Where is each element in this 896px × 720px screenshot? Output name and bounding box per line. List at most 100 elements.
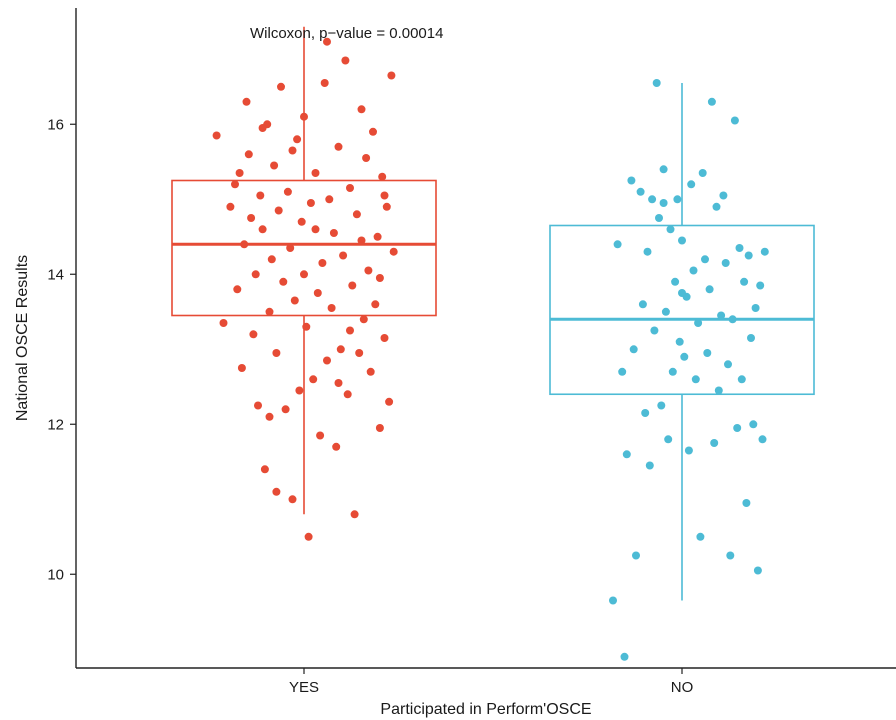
- data-point: [362, 154, 371, 162]
- data-point: [684, 446, 693, 455]
- data-point: [728, 315, 737, 324]
- data-point: [346, 326, 354, 335]
- data-point: [235, 169, 244, 177]
- data-point: [286, 244, 295, 252]
- stat-annotation: Wilcoxon, p−value = 0.00014: [250, 25, 443, 42]
- data-point: [233, 285, 242, 294]
- data-point: [359, 315, 368, 324]
- data-point: [244, 150, 253, 159]
- data-point: [668, 367, 677, 376]
- data-point: [339, 251, 348, 260]
- data-point: [375, 424, 384, 432]
- data-point: [645, 461, 654, 470]
- data-point: [313, 289, 322, 297]
- y-tick-label: 12: [47, 416, 64, 433]
- data-point: [332, 442, 341, 451]
- data-point: [721, 259, 730, 267]
- data-point: [620, 652, 629, 661]
- data-point: [260, 465, 269, 474]
- data-point: [355, 349, 364, 357]
- data-point: [705, 285, 714, 294]
- data-point: [240, 240, 249, 249]
- data-point: [659, 199, 668, 207]
- data-point: [346, 184, 354, 192]
- data-point: [258, 225, 267, 234]
- data-point: [300, 112, 308, 121]
- data-point: [293, 135, 302, 144]
- data-point: [758, 435, 767, 444]
- data-point: [627, 176, 636, 185]
- data-point: [251, 270, 260, 279]
- y-ticks: 10 12 14 16: [47, 116, 76, 583]
- points-layer: [212, 37, 769, 661]
- data-point: [661, 307, 670, 316]
- data-point: [747, 334, 755, 342]
- data-point: [719, 191, 728, 200]
- data-point: [348, 281, 357, 290]
- data-point: [652, 79, 661, 87]
- data-point: [613, 240, 622, 249]
- data-point: [629, 345, 638, 354]
- data-point: [380, 191, 389, 200]
- data-point: [242, 97, 251, 106]
- data-point: [618, 367, 627, 376]
- data-point: [231, 180, 239, 189]
- data-point: [350, 510, 359, 519]
- data-point: [306, 199, 315, 207]
- data-point: [219, 319, 228, 327]
- data-point: [329, 229, 338, 237]
- data-point: [300, 270, 308, 279]
- data-point: [730, 116, 739, 125]
- data-point: [673, 195, 682, 204]
- data-point: [352, 210, 361, 219]
- data-point: [341, 56, 350, 65]
- data-point: [671, 277, 680, 286]
- data-point: [364, 266, 373, 275]
- data-point: [724, 360, 732, 369]
- data-point: [742, 499, 751, 507]
- data-point: [751, 304, 760, 312]
- data-point: [664, 435, 673, 444]
- data-point: [382, 202, 391, 211]
- data-point: [756, 281, 765, 290]
- points-yes: [212, 37, 398, 541]
- data-point: [609, 596, 617, 605]
- data-point: [387, 71, 396, 80]
- data-point: [632, 551, 640, 560]
- data-point: [701, 255, 709, 264]
- data-point: [385, 397, 394, 406]
- data-point: [666, 225, 675, 234]
- data-point: [733, 424, 742, 432]
- y-tick-label: 10: [47, 566, 64, 583]
- data-point: [696, 532, 705, 541]
- data-point: [737, 375, 746, 384]
- data-point: [389, 247, 398, 256]
- data-point: [323, 37, 331, 46]
- data-point: [753, 566, 762, 575]
- data-point: [735, 244, 744, 252]
- data-point: [710, 439, 719, 447]
- box-no: [549, 83, 815, 601]
- data-point: [380, 334, 389, 342]
- data-point: [325, 195, 334, 204]
- iqr-box: [171, 179, 437, 317]
- data-point: [749, 420, 758, 429]
- data-point: [212, 131, 221, 140]
- data-point: [302, 322, 311, 331]
- iqr-box: [549, 224, 815, 396]
- data-point: [371, 300, 380, 309]
- data-point: [277, 82, 285, 91]
- data-point: [641, 409, 650, 417]
- data-point: [678, 289, 686, 297]
- data-point: [297, 217, 306, 226]
- data-point: [760, 247, 769, 256]
- data-point: [290, 296, 299, 305]
- data-point: [740, 277, 749, 286]
- data-point: [643, 247, 652, 256]
- data-point: [343, 390, 352, 399]
- data-point: [258, 124, 267, 132]
- points-no: [609, 79, 769, 661]
- data-point: [744, 251, 753, 260]
- data-point: [283, 187, 292, 196]
